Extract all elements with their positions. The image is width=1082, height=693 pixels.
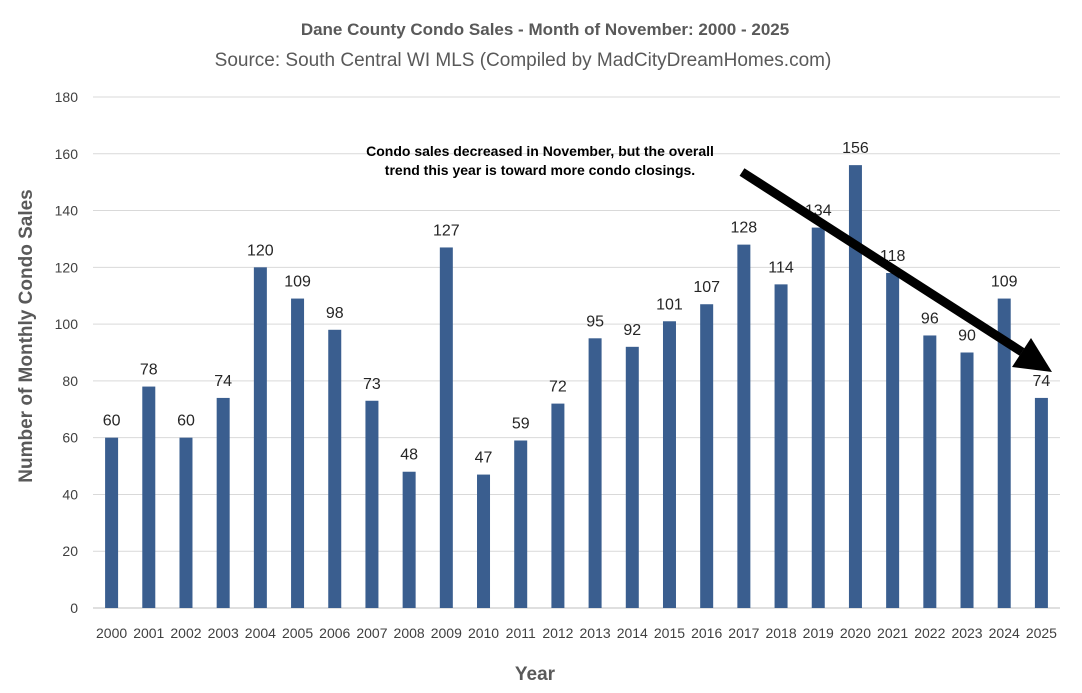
x-tick-label: 2021: [877, 625, 908, 641]
y-tick-label: 60: [62, 430, 78, 446]
bar-2015: [662, 321, 676, 608]
bar-2019: [811, 227, 825, 609]
x-tick-label: 2008: [394, 625, 425, 641]
y-tick-label: 180: [55, 89, 79, 105]
bar-2011: [514, 440, 528, 608]
bar-2021: [886, 273, 900, 608]
x-axis-label: Year: [515, 664, 556, 685]
data-label-2009: 127: [433, 222, 460, 239]
bar-2023: [960, 352, 974, 608]
data-label-2012: 72: [549, 379, 567, 396]
bar-2009: [439, 247, 453, 608]
data-label-2016: 107: [693, 279, 720, 296]
x-tick-label: 2004: [245, 625, 276, 641]
data-label-2017: 128: [731, 220, 758, 237]
x-tick-label: 2000: [96, 625, 127, 641]
bar-2020: [848, 165, 862, 608]
y-tick-label: 120: [55, 259, 79, 275]
bar-2000: [105, 437, 119, 608]
data-label-2008: 48: [400, 447, 418, 464]
bar-2016: [700, 304, 714, 608]
bar-2005: [291, 298, 305, 608]
data-label-2005: 109: [284, 274, 311, 291]
y-tick-label: 0: [70, 600, 78, 616]
data-label-2018: 114: [768, 259, 794, 276]
x-tick-label: 2002: [170, 625, 201, 641]
arrow-head: [1012, 338, 1052, 372]
bar-2017: [737, 244, 751, 608]
x-tick-label: 2015: [654, 625, 685, 641]
x-tick-label: 2016: [691, 625, 722, 641]
trend-arrow: [739, 168, 1052, 372]
x-tick-label: 2001: [133, 625, 164, 641]
x-tick-label: 2009: [431, 625, 462, 641]
data-label-2006: 98: [326, 305, 344, 322]
x-tick-label: 2006: [319, 625, 350, 641]
bar-2012: [551, 403, 565, 608]
y-tick-label: 40: [62, 486, 78, 502]
bar-2004: [253, 267, 267, 608]
bar-2001: [142, 386, 156, 608]
x-tick-label: 2003: [208, 625, 239, 641]
annotation-line-2: trend this year is toward more condo clo…: [385, 162, 695, 178]
bar-2007: [365, 400, 379, 608]
x-tick-label: 2014: [617, 625, 648, 641]
x-tick-label: 2019: [803, 625, 834, 641]
data-label-2007: 73: [363, 376, 381, 393]
bar-2024: [997, 298, 1011, 608]
data-label-2004: 120: [247, 242, 274, 259]
x-tick-label: 2023: [951, 625, 982, 641]
bar-2010: [477, 474, 491, 608]
x-tick-label: 2017: [728, 625, 759, 641]
data-label-2010: 47: [475, 450, 493, 467]
x-tick-label: 2013: [580, 625, 611, 641]
arrow-shaft: [739, 168, 1025, 356]
y-tick-label: 140: [55, 203, 79, 219]
annotation-line-1: Condo sales decreased in November, but t…: [366, 143, 714, 159]
x-tick-label: 2011: [506, 625, 536, 641]
y-tick-label: 20: [62, 543, 78, 559]
data-label-2003: 74: [214, 373, 232, 390]
bar-2022: [923, 335, 937, 608]
data-label-2001: 78: [140, 362, 158, 379]
x-tick-label: 2010: [468, 625, 499, 641]
x-tick-label: 2005: [282, 625, 313, 641]
data-label-2024: 109: [991, 274, 1018, 291]
bar-2006: [328, 329, 342, 608]
bar-2025: [1034, 397, 1048, 608]
bar-2008: [402, 471, 416, 608]
data-label-2020: 156: [842, 140, 869, 157]
bar-2013: [588, 338, 602, 608]
y-tick-label: 160: [55, 146, 79, 162]
chart-title: Dane County Condo Sales - Month of Novem…: [301, 20, 789, 39]
data-label-2023: 90: [958, 328, 976, 345]
bar-2014: [625, 346, 639, 608]
x-tick-label: 2025: [1026, 625, 1057, 641]
x-tick-label: 2022: [914, 625, 945, 641]
bar-2018: [774, 284, 788, 608]
bar-2003: [216, 397, 230, 608]
x-tick-label: 2020: [840, 625, 871, 641]
x-tick-label: 2024: [989, 625, 1020, 641]
x-tick-label: 2012: [542, 625, 573, 641]
data-label-2011: 59: [512, 416, 530, 433]
x-tick-label: 2007: [356, 625, 387, 641]
data-label-2002: 60: [177, 413, 195, 430]
y-axis-label: Number of Monthly Condo Sales: [16, 189, 37, 482]
chart-subtitle: Source: South Central WI MLS (Compiled b…: [215, 50, 832, 71]
bar-2002: [179, 437, 193, 608]
data-label-2014: 92: [623, 322, 641, 339]
data-label-2015: 101: [656, 296, 683, 313]
y-tick-label: 80: [62, 373, 78, 389]
data-label-2000: 60: [103, 413, 121, 430]
data-label-2022: 96: [921, 310, 939, 327]
data-label-2013: 95: [586, 313, 604, 330]
y-tick-label: 100: [55, 316, 79, 332]
x-tick-label: 2018: [765, 625, 796, 641]
data-label-2025: 74: [1033, 373, 1051, 390]
